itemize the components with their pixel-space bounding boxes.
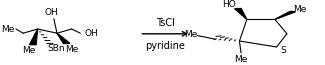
Text: TsCl: TsCl (156, 18, 175, 28)
Text: HO: HO (222, 0, 236, 9)
Text: OH: OH (85, 29, 98, 38)
Text: S: S (280, 46, 286, 54)
Text: Me: Me (1, 25, 15, 33)
Text: Me: Me (293, 5, 306, 14)
Text: pyridine: pyridine (145, 41, 185, 51)
Text: OH: OH (44, 8, 58, 17)
Polygon shape (57, 33, 70, 43)
Text: Me: Me (184, 30, 197, 39)
Polygon shape (275, 11, 295, 19)
Text: Me: Me (65, 45, 79, 54)
Text: SBn: SBn (47, 44, 65, 53)
Polygon shape (30, 29, 38, 45)
Text: Me: Me (22, 46, 36, 55)
Text: Me: Me (234, 54, 248, 64)
Polygon shape (235, 9, 247, 19)
